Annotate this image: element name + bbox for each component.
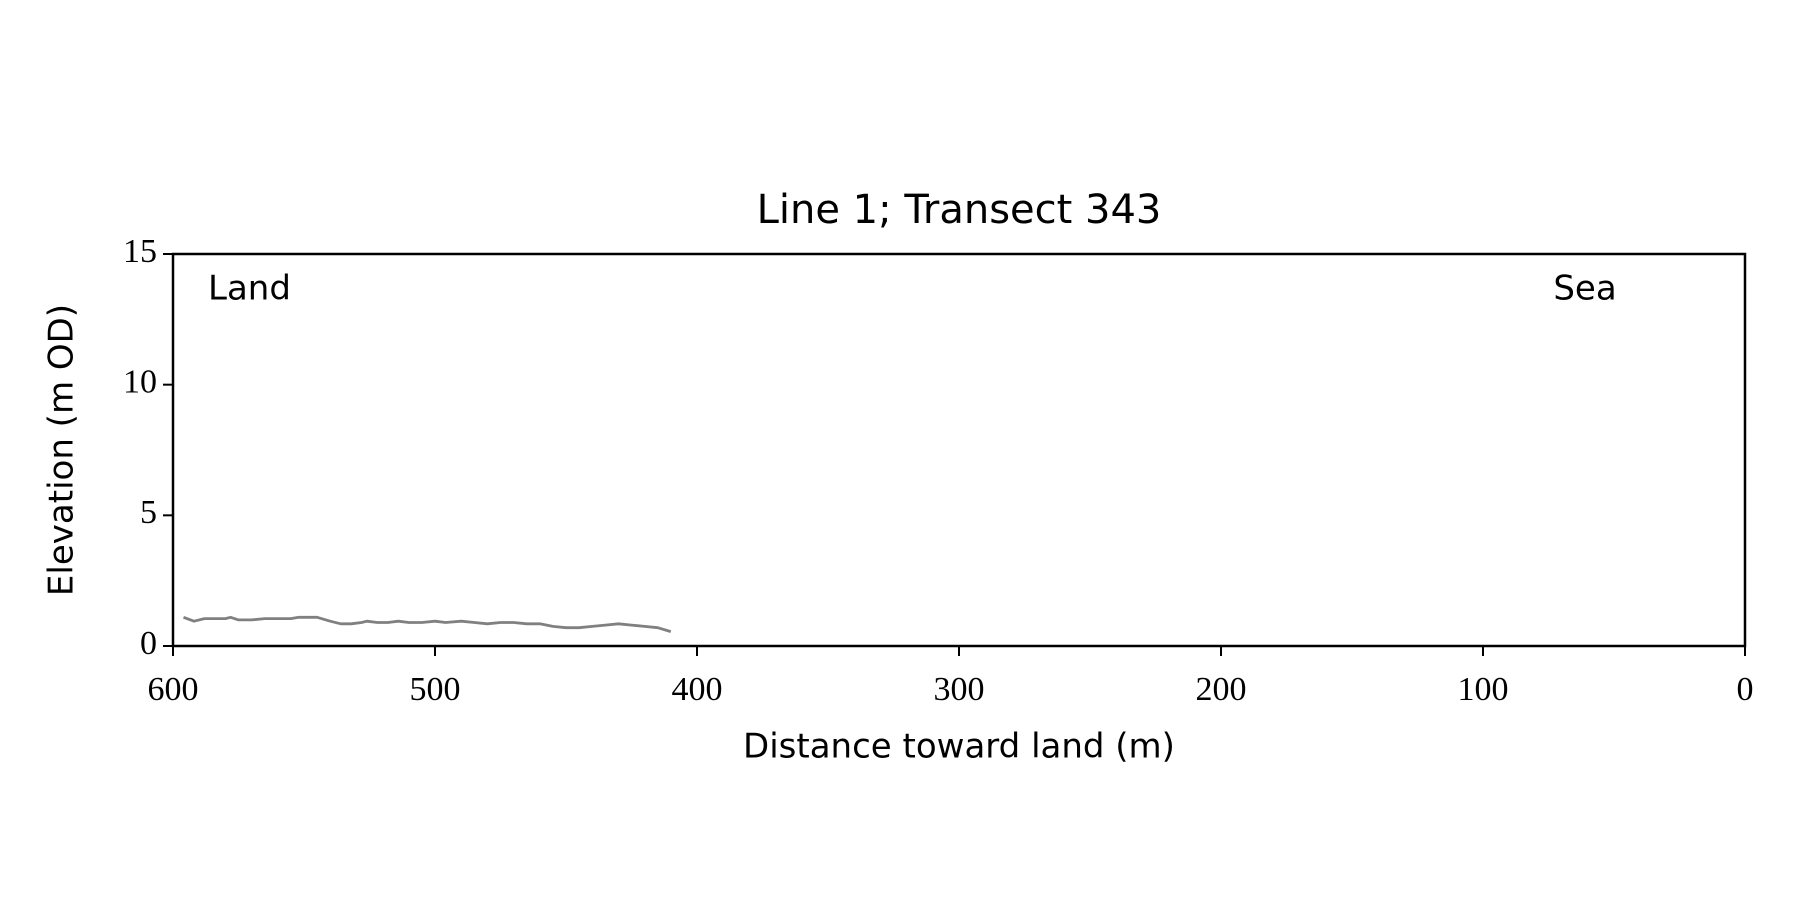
x-tick-label: 400 [672, 671, 723, 708]
y-tick-label: 0 [140, 625, 157, 662]
annotation: Land [208, 269, 291, 309]
x-tick-label: 100 [1458, 671, 1509, 708]
y-tick-label: 10 [123, 363, 157, 400]
y-axis-label: Elevation (m OD) [42, 304, 82, 596]
x-tick-label: 200 [1196, 671, 1247, 708]
x-tick-label: 500 [410, 671, 461, 708]
chart-title: Line 1; Transect 343 [757, 187, 1162, 233]
data-line [183, 615, 672, 633]
x-tick-label: 0 [1737, 671, 1754, 708]
x-axis-label: Distance toward land (m) [743, 727, 1175, 767]
y-tick-label: 15 [123, 233, 157, 270]
plot-frame [171, 252, 1747, 648]
x-tick-label: 300 [934, 671, 985, 708]
y-tick-label: 5 [140, 494, 157, 531]
x-tick-label: 600 [148, 671, 199, 708]
annotation: Sea [1553, 269, 1616, 309]
